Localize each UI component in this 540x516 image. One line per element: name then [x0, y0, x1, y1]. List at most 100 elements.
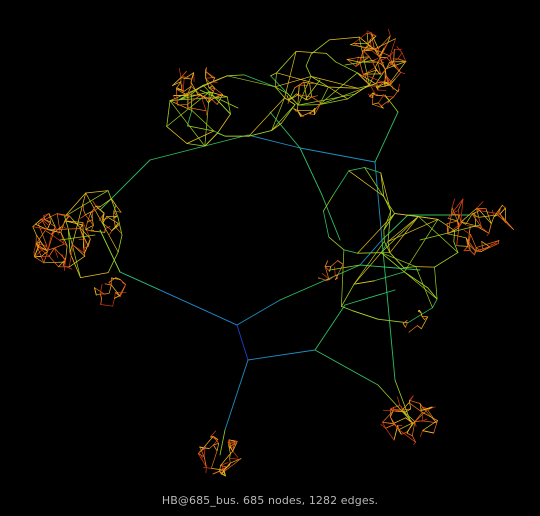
ring-edge: [437, 218, 456, 232]
cluster-edge: [172, 81, 182, 86]
cluster-edge: [59, 228, 81, 230]
cluster-edge: [367, 35, 377, 45]
leaf-edge: [396, 396, 401, 406]
ring-edge: [335, 61, 358, 74]
cluster-edge: [44, 213, 58, 220]
cluster-edge: [500, 204, 503, 208]
cluster-edge: [294, 81, 305, 89]
cluster-edge: [183, 72, 195, 80]
cluster-edge: [44, 219, 56, 228]
cluster-edge: [414, 411, 423, 422]
ring-edge: [178, 91, 210, 101]
cluster-edge: [172, 77, 182, 86]
mesh-edge: [380, 216, 419, 254]
cluster-edge: [288, 87, 296, 101]
cluster-edge: [219, 465, 221, 472]
bridge-edge: [419, 224, 481, 241]
cluster-edge: [482, 246, 490, 251]
ring-edge: [186, 125, 215, 132]
bridge-edge: [99, 229, 121, 273]
mesh-edge: [353, 280, 375, 285]
cluster-edge: [372, 102, 379, 105]
ring-edge: [117, 234, 123, 253]
graph-edges: [32, 28, 514, 477]
leaf-edge: [498, 206, 502, 217]
cluster-edge: [314, 102, 322, 115]
cluster-edge: [335, 274, 339, 280]
cluster-edge: [43, 250, 49, 264]
cluster-edge: [38, 241, 41, 248]
cluster-edge: [458, 214, 462, 223]
mesh-edge: [418, 216, 459, 253]
ring-edge: [453, 230, 456, 243]
cluster-edge: [451, 207, 453, 214]
cluster-edge: [330, 260, 339, 268]
mesh-edge: [271, 97, 285, 131]
leaf-edge: [359, 56, 370, 62]
cluster-edge: [383, 42, 388, 49]
cluster-edge: [378, 102, 382, 107]
cluster-edge: [362, 48, 379, 51]
cluster-edge: [368, 45, 375, 50]
cluster-edge: [447, 213, 452, 235]
leaf-edge: [109, 230, 113, 235]
bridge-edge: [329, 264, 361, 271]
cluster-edge: [79, 228, 85, 241]
cluster-edge: [389, 416, 396, 425]
cluster-edge: [34, 256, 45, 264]
cluster-edge: [447, 217, 458, 222]
cluster-edge: [362, 50, 370, 58]
cluster-edge: [90, 230, 106, 233]
mesh-edge: [297, 76, 312, 106]
cluster-edge: [38, 219, 46, 225]
cluster-edge: [203, 447, 206, 458]
backbone-edge: [359, 264, 421, 271]
cluster-edge: [374, 67, 381, 75]
cluster-edge: [208, 85, 213, 89]
ring-edge: [107, 251, 119, 274]
leaf-edge: [463, 249, 469, 252]
mesh-edge: [204, 91, 210, 147]
cluster-edge: [329, 266, 331, 272]
cluster-edge: [465, 237, 469, 245]
cluster-edge: [364, 73, 370, 87]
cluster-edge: [397, 58, 407, 62]
leaf-edge: [205, 110, 208, 116]
mesh-edge: [319, 86, 329, 105]
cluster-edge: [402, 320, 408, 325]
backbone-edge: [279, 264, 361, 301]
cluster-edge: [112, 297, 115, 307]
cluster-edge: [418, 309, 420, 312]
backbone-edge: [299, 147, 376, 163]
cluster-edge: [228, 439, 236, 442]
ring-edge: [80, 272, 109, 279]
backbone-edge: [344, 289, 396, 306]
cluster-edge: [401, 409, 414, 424]
cluster-edge: [308, 110, 315, 114]
cluster-edge: [32, 218, 42, 227]
cluster-edge: [214, 88, 224, 95]
cluster-edge: [82, 224, 85, 241]
mesh-edge: [178, 96, 228, 101]
leaf-edge: [361, 50, 365, 61]
cluster-edge: [408, 399, 412, 410]
cluster-edge: [411, 435, 416, 443]
cluster-edge: [346, 57, 358, 60]
cluster-edge: [82, 239, 85, 249]
ring-edge: [107, 190, 119, 218]
cluster-edge: [475, 247, 482, 252]
ring-edge: [348, 167, 366, 172]
cluster-edge: [115, 204, 122, 213]
cluster-edge: [414, 409, 428, 422]
cluster-edge: [94, 287, 105, 295]
mesh-edge: [186, 130, 215, 144]
cluster-edge: [228, 462, 231, 467]
mesh-edge: [169, 75, 228, 102]
mesh-edge: [357, 213, 395, 254]
leaf-edge: [420, 430, 423, 437]
ring-edge: [270, 75, 289, 95]
backbone-edge: [314, 349, 379, 386]
cluster-edge: [223, 470, 226, 477]
leaf-edge: [408, 325, 418, 333]
cluster-edge: [324, 260, 328, 267]
